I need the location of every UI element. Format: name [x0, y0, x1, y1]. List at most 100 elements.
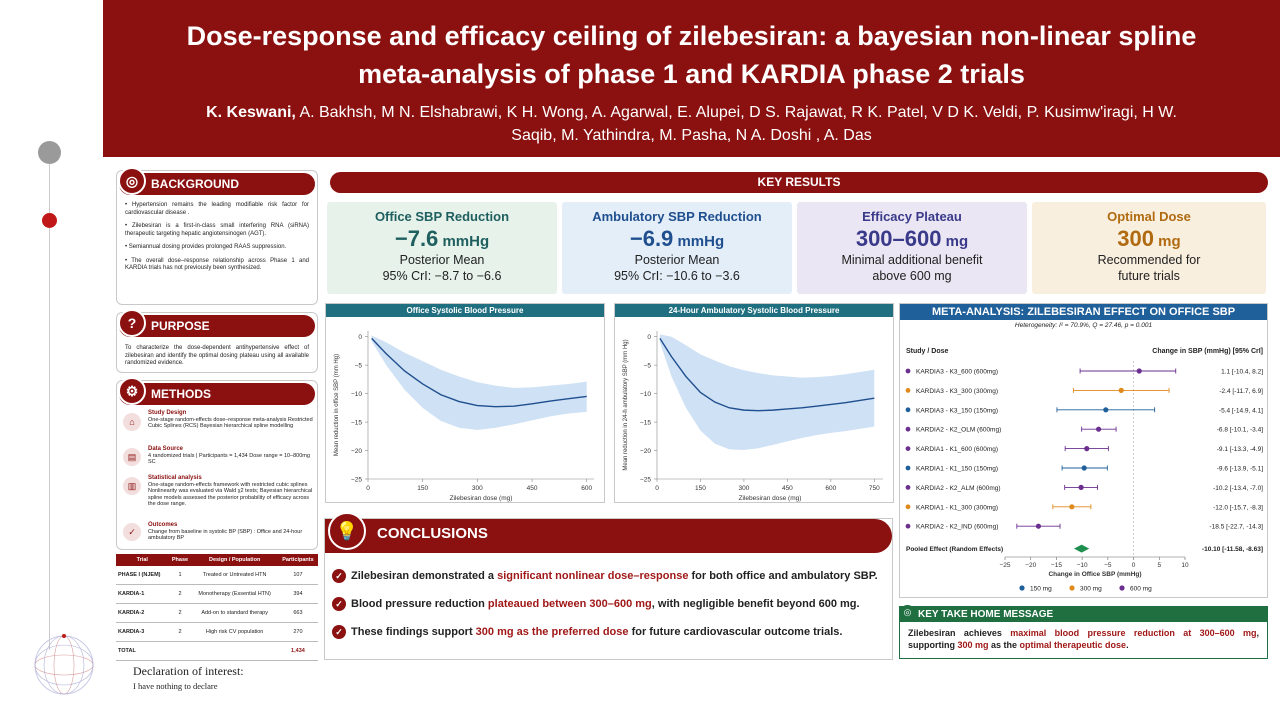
method-text: One-stage random-effects dose–response m… [148, 416, 313, 430]
x-tick-label: 300 [472, 485, 483, 492]
card-line1: Posterior Mean [399, 253, 485, 267]
study-dose-dot [905, 446, 911, 451]
study-label: KARDIA3 - K3_600 (600mg) [916, 369, 998, 376]
estimate-text: -5.4 [-14.9, 4.1] [1219, 407, 1263, 414]
table-header: Design / Population [191, 554, 278, 566]
result-card-plateau: Efficacy Plateau 300–600 mg Minimal addi… [797, 202, 1027, 294]
check-icon: ✓ [332, 625, 346, 639]
credible-band [659, 334, 875, 450]
point-estimate [1035, 523, 1042, 529]
author-list: K. Keswani, A. Bakhsh, M N. Elshabrawi, … [103, 93, 1280, 147]
background-item: • Semiannual dosing provides prolonged R… [125, 244, 287, 250]
y-tick-label: 0 [647, 334, 651, 341]
method-statistics: Statistical analysis One-stage random-ef… [148, 475, 313, 508]
study-label: KARDIA2 - K2_IND (600mg) [916, 524, 998, 531]
card-title: Ambulatory SBP Reduction [592, 209, 762, 224]
estimate-text: -12.0 [-15.7, -8.3] [1213, 504, 1263, 511]
background-body: • Hypertension remains the leading modif… [117, 197, 317, 273]
method-text: 4 randomized trials | Participants = 1,4… [148, 452, 310, 466]
y-axis-label: Mean reduction in 24-h ambulatory SBP (m… [623, 339, 629, 470]
credible-band [371, 335, 587, 431]
forest-x-tick-label: 0 [1132, 562, 1136, 569]
y-tick-label: 0 [358, 334, 362, 341]
x-tick-label: 450 [527, 485, 538, 492]
estimate-text: 1.1 [-10.4, 8.2] [1221, 369, 1263, 376]
poster-title: Dose-response and efficacy ceiling of zi… [186, 21, 1197, 89]
question-icon: ? [118, 309, 146, 337]
office-chart-panel: Office Systolic Blood Pressure 0 −5 −10 −15… [325, 303, 605, 503]
office-chart-title: Office Systolic Blood Pressure [326, 304, 604, 317]
point-estimate [1136, 368, 1142, 374]
take-home-text: Zilebesiran achieves maximal blood press… [908, 628, 1259, 650]
table-cell: 2 [168, 584, 192, 604]
purpose-section: PURPOSE To characterize the dose-depende… [116, 312, 318, 373]
declaration: Declaration of interest: I have nothing … [133, 664, 244, 691]
forest-x-tick-label: −20 [1025, 562, 1036, 569]
forest-x-axis-label: Change in Office SBP (mmHg) [1048, 571, 1141, 578]
card-line2: future trials [1118, 269, 1180, 283]
conclusions-heading-bar [325, 519, 892, 553]
card-line1: Posterior Mean [634, 253, 720, 267]
legend-marker [1019, 585, 1025, 591]
heterogeneity-text: Heterogeneity: I² = 70.9%, Q = 27.46, p … [1014, 322, 1153, 329]
study-label: KARDIA3 - K3_300 (300mg) [916, 388, 998, 395]
forest-x-tick-label: 10 [1181, 562, 1189, 569]
card-line2: 95% CrI: −8.7 to −6.6 [382, 269, 502, 283]
table-cell: 2 [168, 603, 192, 623]
lightbulb-icon: 💡 [328, 512, 366, 550]
background-item: • Hypertension remains the leading modif… [125, 202, 309, 216]
table-cell: 2 [168, 622, 192, 642]
forest-x-tick-label: −15 [1051, 562, 1062, 569]
background-section: BACKGROUND • Hypertension remains the le… [116, 170, 318, 305]
data-source-icon: ▤ [123, 448, 141, 466]
office-dose-response-chart: 0 −5 −10 −15 −20 −25 0 150 300 450 600 Zilebesiran … [334, 331, 594, 502]
estimate-text: -10.2 [-13.4, -7.0] [1213, 485, 1263, 492]
legend-label: 600 mg [1130, 586, 1152, 593]
pooled-label: Pooled Effect (Random Effects) [906, 546, 1003, 553]
x-tick-label: 150 [417, 485, 428, 492]
conclusions-section [324, 518, 893, 660]
ambulatory-chart-panel: 24-Hour Ambulatory Systolic Blood Pressu… [614, 303, 894, 503]
check-icon: ✓ [332, 597, 346, 611]
estimate-text: -2.4 [-11.7, 6.9] [1219, 388, 1263, 395]
legend-label: 300 mg [1080, 586, 1102, 593]
y-axis-label: Mean reduction in office SBP (mm Hg) [334, 354, 340, 456]
method-title: Outcomes [148, 522, 178, 528]
table-cell: Monotherapy (Essential HTN) [191, 584, 278, 604]
meta-analysis-panel: META-ANALYSIS: ZILEBESIRAN EFFECT ON OFF… [899, 303, 1268, 598]
conclusions-heading: CONCLUSIONS [377, 525, 488, 542]
study-dose-dot [905, 407, 911, 413]
posterior-mean-line [371, 337, 587, 408]
y-tick-label: −20 [640, 448, 651, 455]
table-row: KARDIA-1 2 Monotherapy (Essential HTN) 3… [116, 584, 318, 604]
ambulatory-dose-response-chart: 0 −5 −10 −15 −20 −25 0 150 300 450 600 750 Zilebesir… [623, 331, 883, 502]
forest-x-tick-label: 5 [1157, 562, 1161, 569]
card-title: Optimal Dose [1107, 209, 1191, 224]
table-total-row: TOTAL 1,434 [116, 641, 318, 661]
legend-marker [1069, 585, 1075, 591]
conclusion-item-2: ✓ Blood pressure reduction plateaued betw… [332, 597, 860, 611]
card-title: Office SBP Reduction [374, 209, 510, 224]
card-title: Efficacy Plateau [862, 209, 962, 224]
table-header: Phase [168, 554, 192, 566]
purpose-text: To characterize the dose-dependent antih… [125, 345, 309, 366]
ambulatory-chart-title: 24-Hour Ambulatory Systolic Blood Pressu… [615, 304, 893, 317]
card-value: 300 mg [1117, 226, 1181, 251]
study-dose-dot [905, 523, 911, 529]
pooled-estimate-text: -10.10 [-11.58, -8.63] [1202, 546, 1263, 553]
x-tick-label: 750 [869, 485, 880, 492]
method-text: Change from baseline in systolic BP (SBP… [148, 528, 303, 542]
background-item: • The overall dose–response relationship… [125, 257, 309, 272]
take-home-icon: ◎ [900, 605, 915, 620]
purpose-heading: PURPOSE [119, 315, 315, 337]
table-header: Trial [116, 554, 169, 566]
statistics-icon: ▥ [123, 477, 141, 495]
y-tick-label: −5 [644, 363, 652, 370]
table-cell: Add-on to standard therapy [191, 603, 278, 623]
result-card-ambulatory: Ambulatory SBP Reduction −6.9 mmHg Poste… [562, 202, 792, 294]
methods-heading: METHODS [119, 383, 315, 405]
y-tick-label: −15 [640, 420, 651, 427]
forest-x-tick-label: −5 [1104, 562, 1112, 569]
study-label: KARDIA1 - K1_600 (600mg) [916, 446, 998, 453]
timeline-dot-red [42, 213, 57, 228]
